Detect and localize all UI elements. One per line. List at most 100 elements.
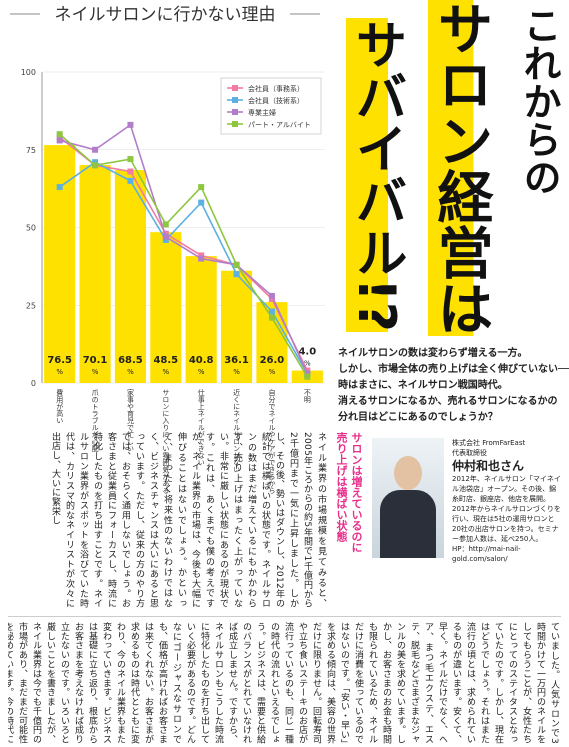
series-marker <box>268 296 275 303</box>
series-marker <box>268 314 275 321</box>
series-marker <box>127 177 134 184</box>
series-marker <box>127 168 134 175</box>
legend-swatch-marker <box>232 85 238 91</box>
series-marker <box>198 199 205 206</box>
photo-face <box>394 456 422 490</box>
x-tick-label: 近くにネイルサロンがない <box>232 389 241 473</box>
intro-line: 消えるサロンになるか、売れるサロンになるかの <box>338 396 558 407</box>
bar <box>44 145 76 383</box>
profile-role: 代表取締役 <box>452 449 487 457</box>
value-unit: % <box>92 368 99 376</box>
x-tick-label: 費用が高い <box>55 389 64 424</box>
body-bottom: ていました。人気サロンで3時間かけて一万円のネイルをしてもらうことが、女性たちに… <box>8 622 559 744</box>
headline-2-text: サロン経営は <box>428 0 493 336</box>
series-marker <box>162 236 169 243</box>
intro-line: ネイルサロンの数は変わらず増える一方。 <box>338 348 528 359</box>
x-tick-label: 不明 <box>303 389 312 403</box>
series-marker <box>268 292 275 299</box>
series-marker <box>198 255 205 262</box>
chart-title: ネイルサロンに行かない理由 <box>55 5 276 25</box>
series-marker <box>162 230 169 237</box>
series-marker <box>56 131 63 138</box>
x-tick-label: 爪のトラブルが心配 <box>91 389 100 452</box>
bar <box>114 169 147 383</box>
series-marker <box>92 146 99 153</box>
value-label: 26.0 <box>260 355 285 366</box>
value-label: 76.5 <box>47 355 72 366</box>
x-tick-label: 自分でネイルやケアができるから <box>267 389 276 494</box>
value-unit: % <box>233 368 240 376</box>
y-tick-label: 100 <box>21 68 36 77</box>
series-marker <box>304 370 311 377</box>
headline-3-text: サバイバル!? <box>346 18 406 332</box>
series-marker <box>233 271 240 278</box>
profile-photo <box>372 438 444 558</box>
legend-label: 会社員（事務系） <box>248 84 304 93</box>
legend-swatch-marker <box>232 109 238 115</box>
series-marker <box>198 184 205 191</box>
y-tick-label: 0 <box>31 379 36 388</box>
intro-line: 時はまさに、ネイルサロン戦国時代。 <box>338 380 508 391</box>
series-marker <box>56 184 63 191</box>
chart: ネイルサロンに行かない理由 0 25 50 75 100 76.5% 70.1% 68.5% 4… <box>10 5 325 388</box>
series-marker <box>162 233 169 240</box>
profile-url: HP：http://mai-nail-gold.com/salon/ <box>452 545 521 563</box>
y-tick-label: 25 <box>26 301 36 310</box>
bar <box>79 164 111 383</box>
series-marker <box>92 162 99 169</box>
bar <box>150 232 182 383</box>
series-marker <box>127 156 134 163</box>
photo-suit <box>380 490 436 558</box>
value-unit: % <box>269 368 276 376</box>
headline-1: これからの <box>517 6 561 196</box>
series-marker <box>304 367 311 374</box>
series-marker <box>92 159 99 166</box>
series-line <box>59 123 309 375</box>
value-label: 4.0 <box>298 347 316 358</box>
value-unit: % <box>56 368 63 376</box>
series-marker <box>198 252 205 259</box>
legend-label: 会社員（技術系） <box>248 96 304 105</box>
value-unit: % <box>304 360 311 368</box>
headline-3: サバイバル!? <box>346 18 406 332</box>
series-marker <box>56 134 63 141</box>
x-tick-label: 仕事上ネイルができない <box>197 389 206 466</box>
value-label: 70.1 <box>83 355 108 366</box>
series-line <box>59 133 308 378</box>
profile-bio: 2012年、ネイルサロン「マイネイル池袋店」オープン。その後、錦糸町店、銀座店、… <box>452 475 561 543</box>
series-marker <box>304 373 311 380</box>
intro-line: しかし、市場全体の売り上げは全く伸びていない──。 <box>338 364 569 375</box>
series-line <box>59 136 309 371</box>
series-line <box>59 161 309 375</box>
body-middle: ネイル業界の市場規模を見てみると、2005年ころからの約5年間で1千億円から2千… <box>50 432 326 608</box>
profile-company: 株式会社 FromFarEast <box>452 439 526 447</box>
subheading-line: サロンは増えているのに <box>350 432 363 553</box>
value-label: 68.5 <box>118 355 143 366</box>
value-unit: % <box>162 368 169 376</box>
profile-name: 仲村和也さん <box>452 459 525 473</box>
value-label: 36.1 <box>224 355 249 366</box>
value-label: 40.8 <box>189 355 214 366</box>
bar <box>220 270 253 383</box>
legend-swatch-marker <box>232 97 238 103</box>
x-tick-label: 家事や育児で忙しい <box>126 389 135 452</box>
series-marker <box>127 121 134 128</box>
bar <box>185 256 217 383</box>
headline-2: サロン経営は <box>428 0 493 336</box>
y-tick-label: 50 <box>26 224 36 233</box>
y-tick-label: 75 <box>26 146 36 155</box>
intro: ネイルサロンの数は変わらず増える一方。 しかし、市場全体の売り上げは全く伸びてい… <box>338 346 569 426</box>
legend-label: パート・アルバイト <box>248 121 311 129</box>
divider <box>8 616 561 617</box>
x-tick-label: サロンに入りにくい雰囲気がある <box>161 389 170 494</box>
series-marker <box>233 261 240 268</box>
series-marker <box>268 308 275 315</box>
legend-swatch-marker <box>232 121 238 127</box>
subheading-line: 売り上げは横ばい状態 <box>335 432 348 542</box>
value-unit: % <box>198 368 205 376</box>
profile: 株式会社 FromFarEast 代表取締役 仲村和也さん 2012年、ネイルサ… <box>452 438 562 564</box>
legend-label: 専業主婦 <box>248 108 276 117</box>
subheading: サロンは増えているのに 売り上げは横ばい状態 <box>334 432 364 608</box>
series-marker <box>56 137 63 144</box>
